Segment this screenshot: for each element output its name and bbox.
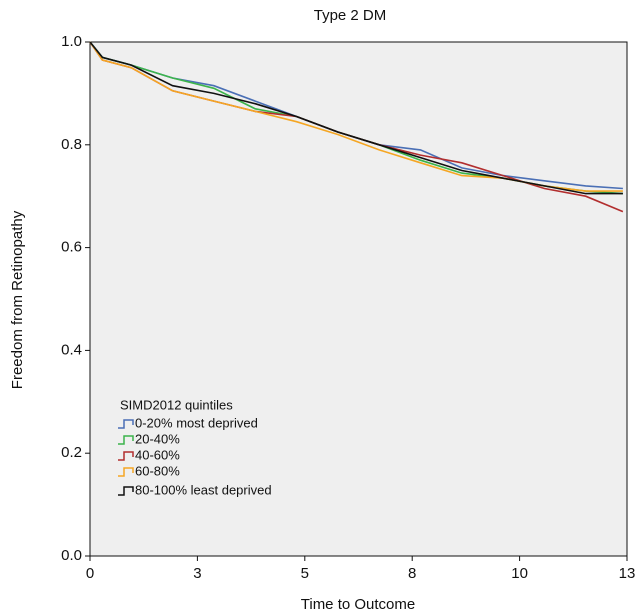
y-tick-label: 0.8 <box>61 136 82 153</box>
x-tick-label: 13 <box>619 565 635 582</box>
y-tick-label: 0.4 <box>61 341 82 358</box>
x-tick-label: 0 <box>86 565 94 582</box>
survival-line <box>89 41 623 195</box>
legend-swatch <box>118 435 134 445</box>
x-tick-label: 3 <box>193 565 201 582</box>
legend-label: 40-60% <box>135 447 180 462</box>
x-tick-label: 10 <box>511 565 528 582</box>
legend-label: 60-80% <box>135 463 180 478</box>
y-tick-label: 0.2 <box>61 444 82 461</box>
legend-swatch <box>118 486 134 496</box>
legend-label: 0-20% most deprived <box>135 415 258 430</box>
plot-area <box>89 41 628 557</box>
x-tick-label: 8 <box>408 565 416 582</box>
y-tick-label: 0.6 <box>61 239 82 256</box>
x-axis-label: Time to Outcome <box>301 596 415 613</box>
legend-swatch <box>118 451 134 461</box>
y-axis-label: Freedom from Retinopathy <box>9 210 26 389</box>
legend-label: 80-100% least deprived <box>135 482 272 497</box>
legend-label: 20-40% <box>135 431 180 446</box>
x-tick-label: 5 <box>301 565 309 582</box>
legend-swatch <box>118 419 134 429</box>
y-tick-label: 0.0 <box>61 547 82 564</box>
y-tick-label: 1.0 <box>61 33 82 50</box>
legend-swatch <box>118 467 134 477</box>
legend-title: SIMD2012 quintiles <box>120 397 233 412</box>
chart-title: Type 2 DM <box>314 7 387 24</box>
